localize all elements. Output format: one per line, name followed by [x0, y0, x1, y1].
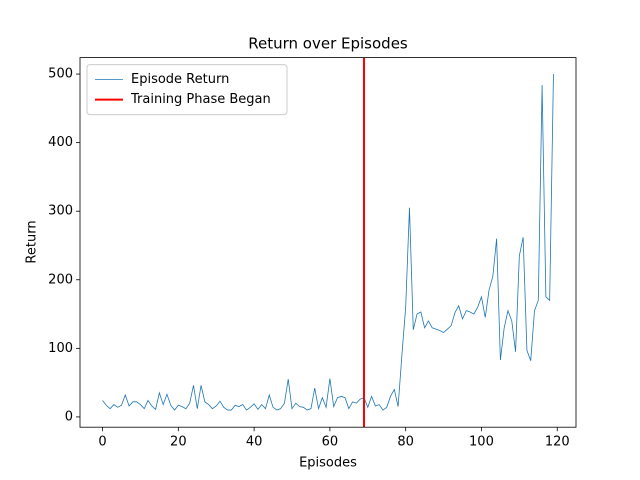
legend-label: Episode Return	[131, 72, 229, 87]
y-tick-label: 300	[48, 204, 73, 219]
x-tick-label: 20	[170, 435, 187, 450]
x-axis-label: Episodes	[299, 456, 357, 471]
x-tick-label: 100	[469, 435, 494, 450]
x-tick-label: 120	[545, 435, 570, 450]
x-tick-label: 0	[98, 435, 106, 450]
legend-box	[86, 64, 288, 116]
x-tick-label: 80	[397, 435, 414, 450]
y-tick-label: 100	[48, 341, 73, 356]
chart-title: Return over Episodes	[248, 35, 408, 53]
y-axis-label: Return	[25, 220, 40, 263]
x-tick-label: 60	[322, 435, 339, 450]
y-tick-label: 200	[48, 272, 73, 287]
series-line	[102, 74, 554, 411]
x-tick-label: 40	[246, 435, 263, 450]
y-tick-label: 0	[65, 409, 73, 424]
y-tick-label: 400	[48, 135, 73, 150]
y-tick-label: 500	[48, 67, 73, 82]
legend-label: Training Phase Began	[130, 92, 271, 107]
axes-frame	[79, 57, 577, 428]
